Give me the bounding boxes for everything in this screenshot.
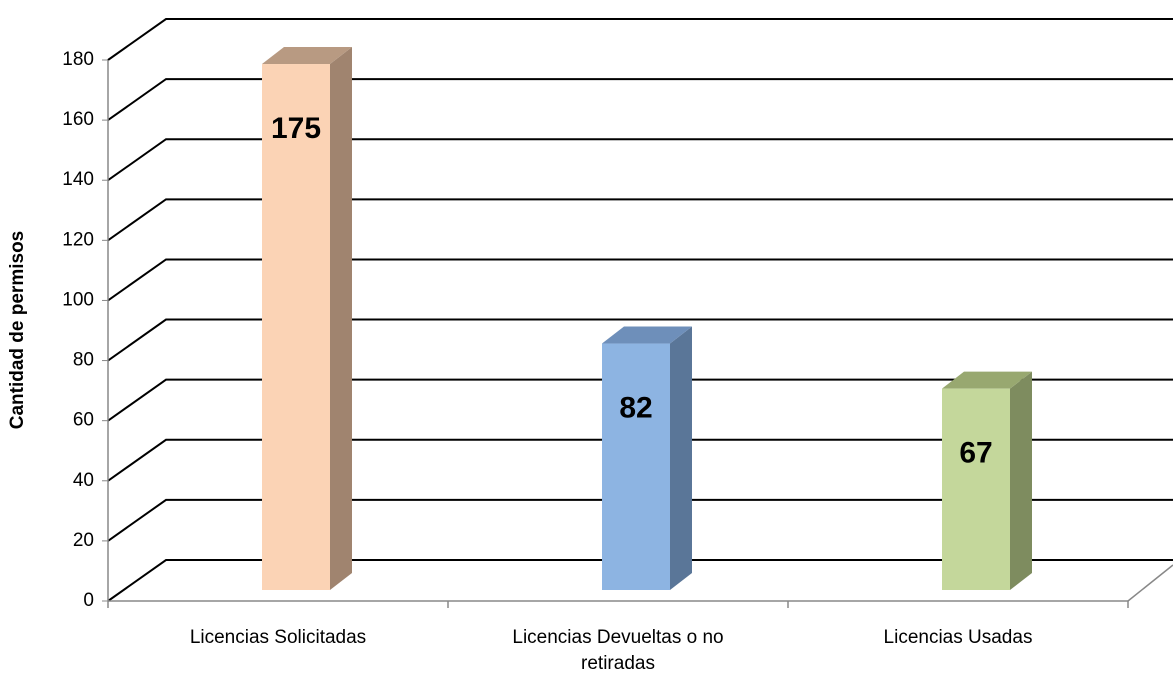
- y-tick-label: 140: [62, 169, 94, 190]
- bar-top: [262, 47, 352, 65]
- y-axis-title: Cantidad de permisos: [7, 231, 28, 430]
- grid-line: [107, 438, 1173, 482]
- x-tick-label: Licencias Devueltas o no retiradas: [512, 627, 724, 674]
- grid-line: [107, 78, 1173, 121]
- y-tick-label: 0: [83, 590, 94, 611]
- data-label: 175: [271, 112, 321, 145]
- y-tick-label: 120: [62, 229, 94, 250]
- grid-line: [107, 559, 1173, 602]
- grid-line: [107, 378, 1173, 422]
- bar-top: [602, 326, 692, 344]
- x-tick-label: Licencias Usadas: [883, 627, 1033, 648]
- bar: [942, 388, 1010, 590]
- grid-line: [107, 138, 1173, 182]
- data-label: 67: [959, 437, 992, 470]
- grid-line: [107, 18, 1173, 61]
- grid-line: [107, 258, 1173, 302]
- x-tick-label: Licencias Solicitadas: [189, 627, 367, 648]
- bar: [602, 343, 670, 590]
- grid-line: [107, 198, 1173, 242]
- y-tick-label: 20: [73, 530, 94, 551]
- y-tick-label: 80: [73, 350, 94, 371]
- y-tick-label: 100: [62, 289, 94, 310]
- data-label: 82: [619, 391, 652, 424]
- y-tick-label: 60: [73, 410, 94, 431]
- y-tick-label: 40: [73, 470, 94, 491]
- bar-side: [330, 47, 352, 591]
- bar-top: [942, 371, 1032, 389]
- bar-side: [670, 326, 692, 590]
- floor-edge: [1127, 564, 1173, 602]
- bar: [262, 64, 330, 591]
- y-tick-label: 180: [62, 49, 94, 70]
- y-tick-label: 160: [62, 109, 94, 130]
- bar-side: [1010, 371, 1032, 590]
- grid-line: [107, 318, 1173, 362]
- grid-line: [107, 498, 1173, 542]
